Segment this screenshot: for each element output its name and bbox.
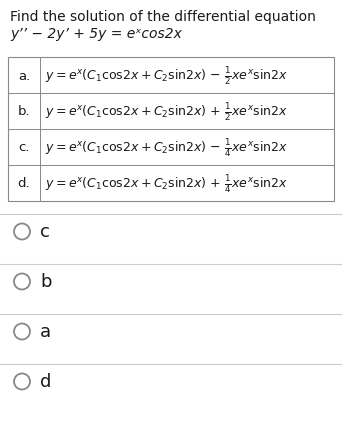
Text: a.: a. — [18, 69, 30, 82]
Text: c: c — [40, 223, 50, 241]
Text: y’’ − 2y’ + 5y = eˣcos2x: y’’ − 2y’ + 5y = eˣcos2x — [10, 27, 182, 41]
Text: b.: b. — [18, 105, 30, 118]
Text: a: a — [40, 323, 51, 341]
Text: d: d — [40, 373, 51, 391]
Text: c.: c. — [18, 141, 30, 154]
Text: $y = e^x(C_1\mathrm{cos}2x + C_2\mathrm{sin}2x)$ $+$ $\frac{1}{2}xe^x\mathrm{sin: $y = e^x(C_1\mathrm{cos}2x + C_2\mathrm{… — [45, 101, 288, 123]
Text: $y = e^x(C_1\mathrm{cos}2x + C_2\mathrm{sin}2x)$ $-$ $\frac{1}{2}xe^x\mathrm{sin: $y = e^x(C_1\mathrm{cos}2x + C_2\mathrm{… — [45, 65, 288, 87]
Text: b: b — [40, 273, 52, 291]
Text: $y = e^x(C_1\mathrm{cos}2x + C_2\mathrm{sin}2x)$ $+$ $\frac{1}{4}xe^x\mathrm{sin: $y = e^x(C_1\mathrm{cos}2x + C_2\mathrm{… — [45, 173, 288, 194]
Bar — [8, 58, 334, 201]
Text: d.: d. — [18, 177, 30, 190]
Text: Find the solution of the differential equation: Find the solution of the differential eq… — [10, 10, 316, 24]
Text: $y = e^x(C_1\mathrm{cos}2x + C_2\mathrm{sin}2x)$ $-$ $\frac{1}{4}xe^x\mathrm{sin: $y = e^x(C_1\mathrm{cos}2x + C_2\mathrm{… — [45, 137, 288, 159]
